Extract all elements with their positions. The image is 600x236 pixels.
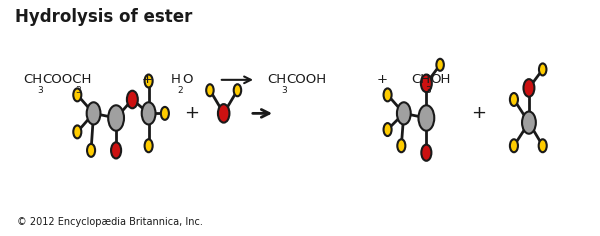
Text: COOH: COOH — [286, 73, 326, 86]
Ellipse shape — [145, 139, 152, 152]
Ellipse shape — [87, 144, 95, 157]
Ellipse shape — [539, 139, 547, 152]
Text: CH: CH — [23, 73, 43, 86]
Ellipse shape — [86, 102, 100, 124]
Ellipse shape — [397, 102, 411, 124]
Ellipse shape — [383, 123, 392, 136]
Ellipse shape — [436, 59, 444, 71]
Ellipse shape — [510, 93, 518, 106]
Ellipse shape — [510, 139, 518, 152]
Text: 3: 3 — [76, 86, 82, 95]
Text: OH: OH — [430, 73, 451, 86]
Text: 3: 3 — [37, 86, 43, 95]
Text: COOCH: COOCH — [42, 73, 91, 86]
Text: Hydrolysis of ester: Hydrolysis of ester — [15, 8, 192, 26]
Text: +: + — [142, 73, 152, 86]
Ellipse shape — [421, 75, 432, 92]
Text: 2: 2 — [178, 86, 183, 95]
Text: H: H — [170, 73, 181, 86]
Ellipse shape — [73, 125, 82, 138]
Ellipse shape — [234, 84, 241, 96]
Text: O: O — [182, 73, 193, 86]
Text: 3: 3 — [281, 86, 287, 95]
Ellipse shape — [161, 107, 169, 120]
Text: CH: CH — [268, 73, 287, 86]
Ellipse shape — [108, 105, 124, 131]
Ellipse shape — [111, 142, 121, 159]
Ellipse shape — [418, 105, 434, 131]
Ellipse shape — [142, 102, 155, 124]
Ellipse shape — [539, 63, 547, 76]
Ellipse shape — [522, 112, 536, 134]
Text: © 2012 Encyclopædia Britannica, Inc.: © 2012 Encyclopædia Britannica, Inc. — [17, 217, 202, 227]
Text: CH: CH — [412, 73, 431, 86]
Ellipse shape — [73, 88, 82, 101]
Text: 3: 3 — [425, 86, 431, 95]
Ellipse shape — [218, 104, 229, 123]
Text: +: + — [377, 73, 388, 86]
Text: +: + — [184, 104, 199, 122]
Ellipse shape — [206, 84, 214, 96]
Ellipse shape — [127, 91, 138, 108]
Ellipse shape — [145, 75, 152, 88]
Ellipse shape — [523, 79, 535, 97]
Ellipse shape — [383, 88, 392, 101]
Ellipse shape — [397, 139, 406, 152]
Ellipse shape — [421, 145, 431, 161]
Text: +: + — [472, 104, 487, 122]
